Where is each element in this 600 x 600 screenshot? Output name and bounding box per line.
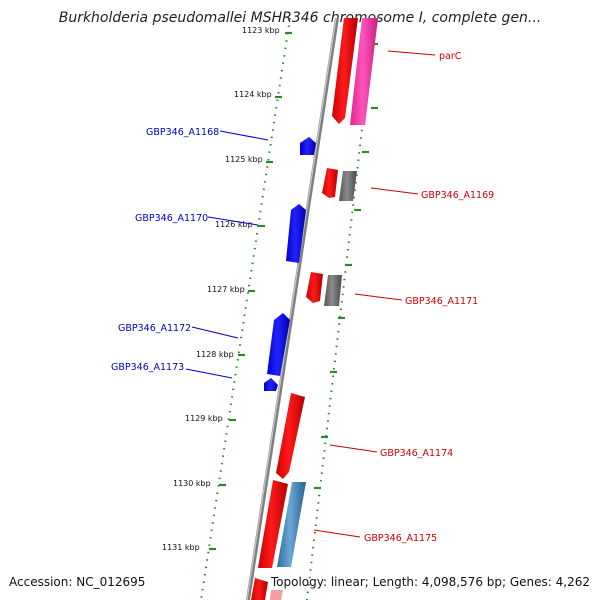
plus-strand-genes	[251, 18, 378, 600]
gene-label-group: parC GBP346_A1168 GBP346_A1169 GBP346_A1…	[111, 51, 494, 544]
gene-arrow-a1172[interactable]	[267, 313, 290, 376]
tick-label: 1123 kbp	[242, 26, 280, 35]
tick-label: 1130 kbp	[173, 479, 211, 488]
label-leader-lines	[185, 50, 436, 538]
minus-strand-genes	[264, 137, 316, 391]
gene-arrow-parc[interactable]	[332, 18, 358, 124]
gene-box-a1175-steelblue[interactable]	[277, 482, 306, 567]
accession-text: Accession: NC_012695	[9, 575, 146, 589]
gene-arrow-a1173[interactable]	[264, 378, 278, 391]
tick-label: 1124 kbp	[234, 90, 272, 99]
gene-box-parc-pink[interactable]	[350, 18, 378, 125]
gene-box-next-salmon[interactable]	[270, 590, 283, 600]
gene-box-a1169-gray[interactable]	[339, 171, 357, 201]
gene-arrow-next-red[interactable]	[251, 578, 268, 600]
gene-label-a1172[interactable]: GBP346_A1172	[118, 323, 191, 334]
chromosome-backbone	[246, 17, 339, 600]
gene-label-parc[interactable]: parC	[439, 51, 462, 62]
tick-label: 1126 kbp	[215, 220, 253, 229]
left-scale-track	[200, 17, 291, 600]
gene-label-a1169[interactable]: GBP346_A1169	[421, 190, 494, 201]
gene-arrow-a1169[interactable]	[322, 168, 338, 198]
gene-arrow-a1168[interactable]	[300, 137, 316, 155]
tick-label: 1131 kbp	[162, 543, 200, 552]
tick-label: 1128 kbp	[196, 350, 234, 359]
gene-label-a1175[interactable]: GBP346_A1175	[364, 533, 437, 544]
tick-label: 1129 kbp	[185, 414, 223, 423]
gene-arrow-a1174[interactable]	[276, 393, 305, 479]
gene-label-a1171[interactable]: GBP346_A1171	[405, 296, 478, 307]
tick-label: 1125 kbp	[225, 155, 263, 164]
genome-info-text: Topology: linear; Length: 4,098,576 bp; …	[270, 575, 590, 589]
gene-box-a1171-gray[interactable]	[324, 275, 342, 306]
gene-arrow-a1171[interactable]	[306, 272, 323, 303]
gene-label-a1168[interactable]: GBP346_A1168	[146, 127, 219, 138]
gene-label-a1173[interactable]: GBP346_A1173	[111, 362, 184, 373]
gene-label-a1170[interactable]: GBP346_A1170	[135, 213, 208, 224]
left-tick-marks	[209, 31, 292, 551]
gene-arrow-a1170[interactable]	[286, 204, 306, 263]
gene-arrow-a1175-red[interactable]	[258, 480, 288, 568]
tick-label-group: 1123 kbp 1124 kbp 1125 kbp 1126 kbp 1127…	[162, 26, 280, 552]
genome-title: Burkholderia pseudomallei MSHR346 chromo…	[58, 10, 542, 26]
tick-label: 1127 kbp	[207, 285, 245, 294]
chromosome-backbone-highlight	[246, 17, 337, 600]
gene-label-a1174[interactable]: GBP346_A1174	[380, 448, 453, 459]
